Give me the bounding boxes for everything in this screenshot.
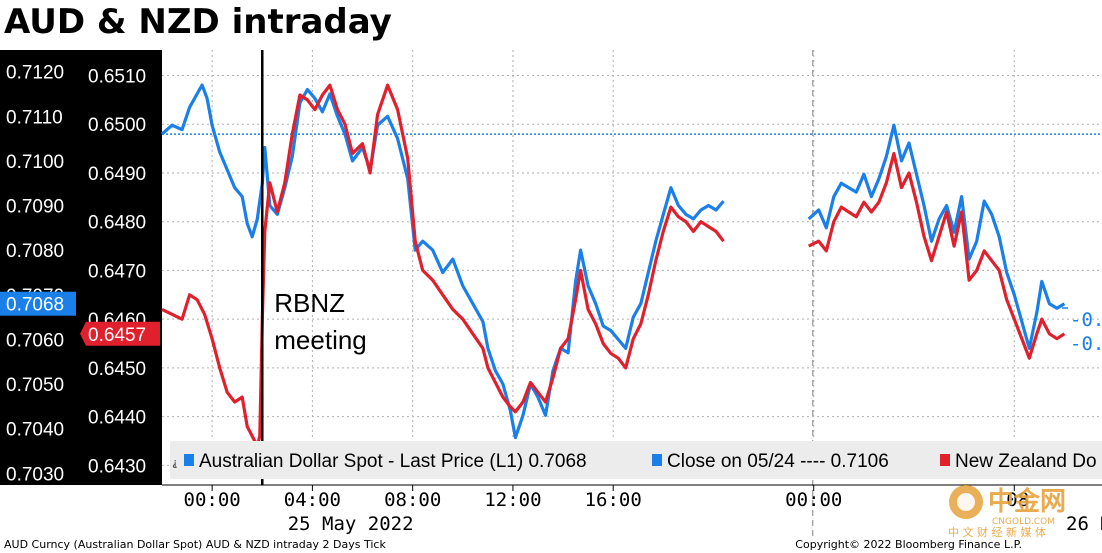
legend: ⸘ Australian Dollar Spot - Last Price (L… xyxy=(170,441,1102,479)
aud-tick-label: 0.7040 xyxy=(6,420,64,441)
x-tick-label: 08 xyxy=(1006,489,1029,511)
watermark-tagline: 中 文 财 经 新 媒 体 xyxy=(948,525,1046,538)
last-value-labels: 0.7068 0.6457 xyxy=(0,291,160,346)
x-tick-label: 08:00 xyxy=(384,489,441,511)
aud-tick-label: 0.7100 xyxy=(6,152,64,173)
aud-tick-label: 0.7110 xyxy=(6,107,63,128)
legend-swatch xyxy=(184,454,194,466)
plot-area xyxy=(162,50,1102,485)
right-edge-labels: -0.-0.5 xyxy=(1062,307,1102,355)
nzd-tick-label: 0.6480 xyxy=(88,213,146,234)
aud-tick-label: 0.7060 xyxy=(6,330,64,351)
intraday-chart: 0.71200.71100.71000.70900.70800.70700.70… xyxy=(0,50,1102,538)
aud-tick-label: 0.7120 xyxy=(6,63,64,84)
x-tick-label: 04:00 xyxy=(284,489,341,511)
legend-swatch xyxy=(652,454,662,466)
nzd-axis-panel xyxy=(80,50,162,485)
copyright-note: Copyright© 2022 Bloomberg Finance L.P. xyxy=(795,538,1022,551)
nzd-tick-label: 0.6440 xyxy=(88,408,146,429)
aud-last-value-box xyxy=(0,291,76,316)
rbnz-annotation-line1: RBNZ xyxy=(274,288,345,318)
nzd-axis: 0.65100.65000.64900.64800.64700.64600.64… xyxy=(88,66,146,477)
nzd-tick-label: 0.6490 xyxy=(88,164,146,185)
legend-label: Australian Dollar Spot - Last Price (L1)… xyxy=(199,451,587,472)
date-label: 25 May 2022 xyxy=(288,513,414,535)
nzd-tick-label: 0.6450 xyxy=(88,359,146,380)
x-axis: 00:00 04:00 08:00 12:00 16:00 00:00 08 25 May 2… xyxy=(162,484,1102,535)
legend-swatch xyxy=(940,454,950,466)
aud-tick-label: 0.7030 xyxy=(6,464,64,485)
right-label-aud: -0. xyxy=(1070,309,1102,331)
x-tick-label: 12:00 xyxy=(484,489,541,511)
nzd-tick-label: 0.6510 xyxy=(88,66,146,87)
aud-series-line xyxy=(807,123,1066,350)
watermark-domain: CNGOLD.COM xyxy=(992,517,1055,527)
x-tick-label: 00:00 xyxy=(785,489,842,511)
right-label-nzd: -0.5 xyxy=(1070,333,1102,355)
x-tick-label: 00:00 xyxy=(184,489,241,511)
aud-last-value-label: 0.7068 xyxy=(6,295,64,316)
aud-tick-label: 0.7050 xyxy=(6,375,64,396)
legend-label: Close on 05/24 ---- 0.7106 xyxy=(667,451,889,472)
aud-axis-panel xyxy=(0,50,80,485)
rbnz-annotation: RBNZ meeting xyxy=(261,50,367,485)
source-note: AUD Curncy (Australian Dollar Spot) AUD … xyxy=(4,538,386,551)
nzd-last-value-box xyxy=(80,321,160,346)
nzd-tick-label: 0.6500 xyxy=(88,115,146,136)
nzd-tick-label: 0.6470 xyxy=(88,261,146,282)
nzd-tick-label: 0.6430 xyxy=(88,456,146,477)
aud-tick-label: 0.7090 xyxy=(6,197,64,218)
rbnz-annotation-line2: meeting xyxy=(274,325,367,355)
date-label: 26 M xyxy=(1066,513,1102,535)
watermark-brand: 中金网 xyxy=(988,486,1066,517)
cngold-watermark: 中金网 CNGOLD.COM 中 文 财 经 新 媒 体 xyxy=(948,485,1066,538)
aud-series-line xyxy=(160,83,725,440)
chart-title: AUD & NZD intraday xyxy=(4,2,392,42)
nzd-last-value-label: 0.6457 xyxy=(88,325,146,346)
legend-handle-icon: ⸘ xyxy=(172,456,178,469)
legend-label: New Zealand Do xyxy=(955,451,1097,472)
nzd-series-line xyxy=(807,151,1066,360)
x-tick-label: 16:00 xyxy=(585,489,642,511)
aud-axis: 0.71200.71100.71000.70900.70800.70700.70… xyxy=(6,63,64,486)
aud-tick-label: 0.7080 xyxy=(6,241,64,262)
